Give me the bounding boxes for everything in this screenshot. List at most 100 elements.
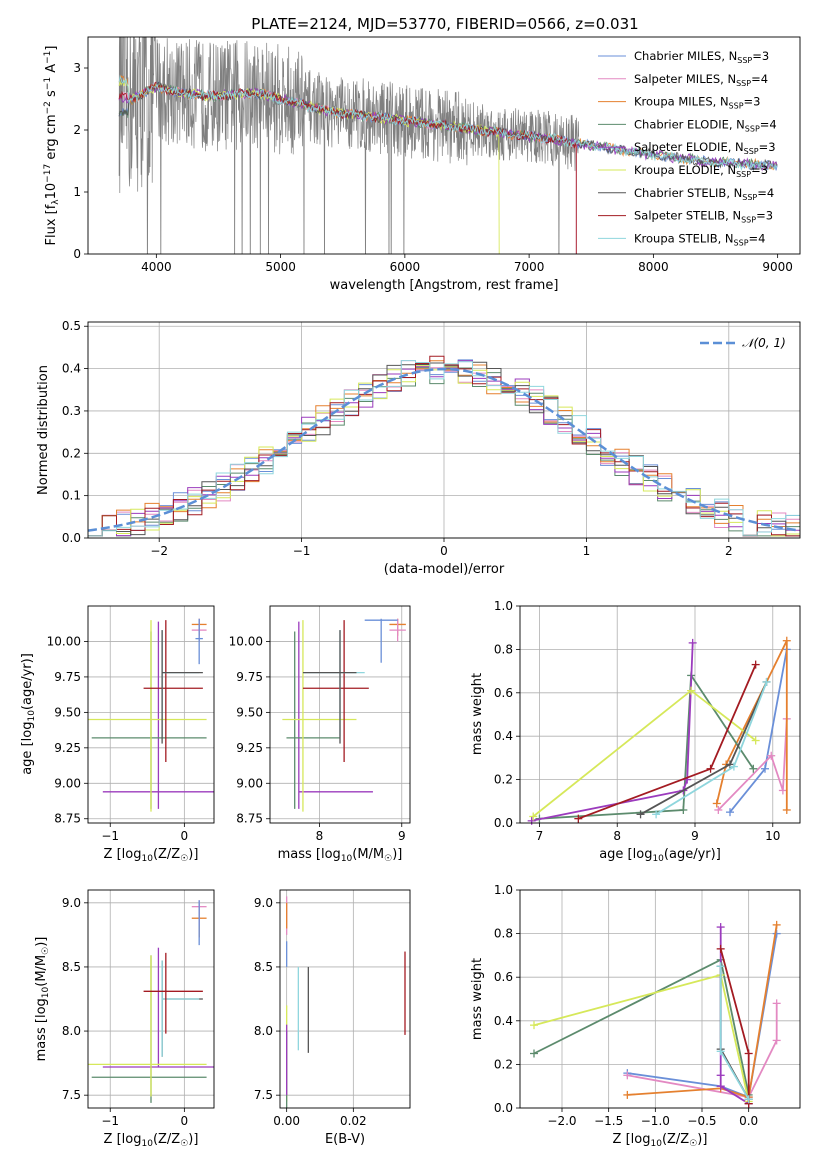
- weight-line-kroupa-miles: [627, 924, 778, 1099]
- y-tick-label: 9.00: [236, 776, 263, 790]
- label-part: (: [20, 705, 35, 710]
- y-tick-label: 0.1: [62, 489, 81, 503]
- axes-frame: [279, 889, 411, 1109]
- spectrum-panel: 4000 5000 6000 7000 8000 9000 0 1 2 3 wavelength […: [43, 36, 801, 293]
- x-tick-label: −1: [101, 829, 119, 843]
- legend-label: Salpeter ELODIE, NSSP=3: [634, 140, 776, 156]
- label-part: −17: [43, 164, 53, 183]
- x-axis-label: wavelength [Angstrom, rest frame]: [330, 278, 559, 293]
- label-part: )]: [188, 1132, 198, 1147]
- legend-label: Chabrier MILES, NSSP=3: [634, 49, 769, 65]
- y-tick-label: 9.0: [254, 896, 273, 910]
- y-tick-label: 0: [73, 247, 81, 261]
- legend-label-main: Kroupa MILES, N: [634, 95, 729, 109]
- data-spectrum: [118, 37, 580, 254]
- x-tick-label: 8: [613, 829, 621, 843]
- label-part: )]: [392, 847, 402, 862]
- label-part: age [log: [20, 722, 35, 775]
- mass-vs-metallicity-panel: −1 07.58.08.59.0Z [log10(Z/Z☉)]mass [log1…: [34, 889, 215, 1149]
- plot-area: [88, 618, 214, 812]
- y-tick-label: 9.0: [62, 896, 81, 910]
- plot-area: [527, 636, 791, 825]
- label-part: 10: [341, 854, 353, 864]
- y-tick-label: 1: [73, 185, 81, 199]
- label-part: ☉: [180, 854, 188, 864]
- plot-area: [88, 900, 214, 1103]
- y-tick-label: 2: [73, 123, 81, 137]
- x-tick-label: 4000: [141, 260, 172, 274]
- label-part: 10: [141, 1139, 153, 1149]
- label-part: Normed distribution: [36, 365, 51, 495]
- legend-label-tail: =4: [749, 231, 766, 245]
- y-tick-label: 10.00: [47, 634, 81, 648]
- legend-label-sub: SSP: [737, 56, 752, 65]
- x-axis-label: mass [log10(M/M☉)]: [278, 847, 403, 864]
- legend-label-tail: =3: [744, 95, 761, 109]
- legend-label: Chabrier STELIB, NSSP=4: [634, 186, 774, 202]
- x-tick-label: −1.0: [641, 1114, 670, 1128]
- plot-area: [286, 896, 406, 1108]
- x-tick-label: 0.0: [739, 1114, 758, 1128]
- legend-label-sub: SSP: [729, 102, 744, 111]
- weight-line-chabrier-elodie: [533, 958, 750, 1104]
- x-axis-label: Z [log10(Z/Z☉)]: [104, 1132, 199, 1149]
- y-tick-label: 0.4: [494, 729, 513, 743]
- y-axis-label: mass weight: [470, 673, 485, 755]
- legend-label-main: Salpeter MILES, N: [634, 72, 736, 86]
- y-tick-label: 0.4: [62, 362, 81, 376]
- legend-label-sub: SSP: [734, 238, 749, 247]
- y-tick-label: 3: [73, 61, 81, 75]
- y-tick-label: 10.00: [229, 634, 263, 648]
- label-part: ☉: [180, 1139, 188, 1149]
- label-part: )]: [188, 847, 198, 862]
- legend-label-tail: =3: [752, 49, 769, 63]
- x-tick-label: 0.02: [340, 1114, 367, 1128]
- label-part: erg cm: [44, 114, 59, 163]
- legend-label-tail: =4: [751, 72, 768, 86]
- legend-label-tail: =4: [760, 117, 777, 131]
- legend-label-main: Chabrier MILES, N: [634, 49, 737, 63]
- y-tick-label: 0.5: [62, 319, 81, 333]
- y-axis-label: mass weight: [470, 958, 485, 1040]
- label-part: ]: [44, 46, 59, 51]
- y-axis-label: Normed distribution: [36, 365, 51, 495]
- x-tick-label: 0: [181, 829, 189, 843]
- axes-frame: [87, 36, 801, 255]
- weight-line-salpeter-miles: [627, 1003, 778, 1099]
- weight-line-salpeter-stelib: [577, 664, 757, 820]
- label-part: 10: [41, 986, 51, 998]
- y-tick-label: 1.0: [494, 883, 513, 897]
- label-part: −1: [43, 77, 53, 90]
- label-part: E(B-V): [325, 1132, 365, 1147]
- y-tick-label: 8.75: [54, 812, 81, 826]
- weight-line-kroupa-miles: [715, 640, 788, 810]
- legend-label-sub: SSP: [744, 147, 759, 156]
- y-tick-label: 0.0: [494, 816, 513, 830]
- label-part: Flux [f: [44, 204, 59, 245]
- label-part: (Z/Z: [153, 847, 180, 862]
- y-tick-label: 7.5: [62, 1088, 81, 1102]
- label-part: )]: [34, 937, 49, 947]
- x-tick-label: 7000: [514, 260, 545, 274]
- y-tick-label: 1.0: [494, 599, 513, 613]
- y-axis-label: Flux [fλ10−17 erg cm−2 s−1 A−1]: [43, 46, 61, 246]
- x-axis-label: E(B-V): [325, 1132, 365, 1147]
- label-part: wavelength [Angstrom, rest frame]: [330, 278, 559, 293]
- axes-frame: [87, 605, 215, 824]
- legend-label: Salpeter MILES, NSSP=4: [634, 72, 768, 88]
- legend-label: Salpeter STELIB, NSSP=3: [634, 209, 773, 225]
- label-part: mass [log: [278, 847, 341, 862]
- y-tick-label: 9.50: [54, 705, 81, 719]
- label-part: ☉: [41, 947, 51, 955]
- y-tick-label: 0.8: [494, 642, 513, 656]
- x-tick-label: 0: [181, 1114, 189, 1128]
- plot-area: [530, 920, 781, 1108]
- label-part: s: [44, 90, 59, 101]
- label-part: 10: [652, 854, 664, 864]
- legend-label-sub: SSP: [745, 124, 760, 133]
- weight-line-salpeter-miles: [717, 718, 788, 811]
- plot-area: [282, 618, 406, 812]
- x-tick-label: 0: [440, 544, 448, 558]
